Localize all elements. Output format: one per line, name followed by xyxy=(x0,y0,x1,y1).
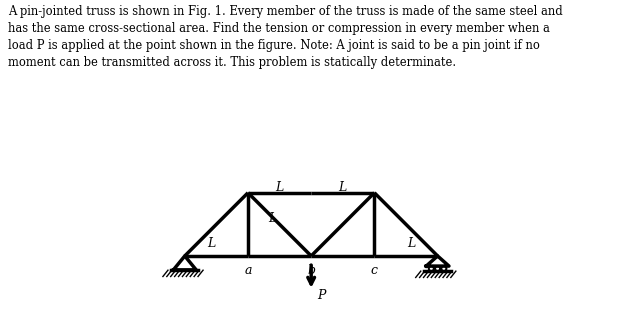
Text: a: a xyxy=(244,264,251,277)
Text: L: L xyxy=(268,211,276,225)
Text: b: b xyxy=(307,264,315,277)
Text: A pin-jointed truss is shown in Fig. 1. Every member of the truss is made of the: A pin-jointed truss is shown in Fig. 1. … xyxy=(8,5,563,69)
Text: L: L xyxy=(276,180,284,194)
Text: c: c xyxy=(371,264,378,277)
Text: L: L xyxy=(407,237,415,251)
Text: L: L xyxy=(338,180,347,194)
Text: P: P xyxy=(317,289,325,302)
Text: L: L xyxy=(207,237,215,251)
